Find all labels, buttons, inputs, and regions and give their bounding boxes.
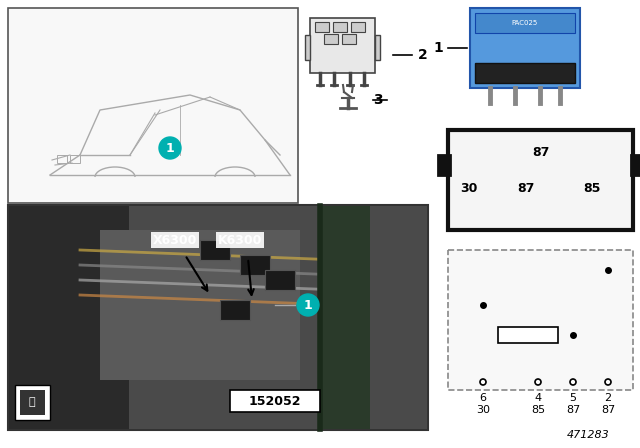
Text: 30: 30: [476, 405, 490, 415]
Text: 2: 2: [604, 393, 612, 403]
Text: ⬛: ⬛: [29, 397, 35, 407]
Bar: [351, 22, 365, 32]
Circle shape: [480, 379, 486, 385]
Bar: [8, 8, 298, 203]
Text: 4: 4: [534, 393, 541, 403]
Text: 471283: 471283: [567, 430, 610, 440]
Text: 30: 30: [460, 181, 477, 194]
Text: 3: 3: [373, 93, 383, 107]
Bar: [320, 206, 370, 429]
Text: 1: 1: [303, 298, 312, 311]
Bar: [200, 240, 230, 260]
Bar: [305, 35, 310, 60]
Bar: [315, 22, 329, 32]
Text: K6300: K6300: [218, 233, 262, 246]
Bar: [230, 390, 320, 412]
Bar: [375, 35, 380, 60]
Text: 6: 6: [479, 393, 486, 403]
Bar: [240, 255, 270, 275]
Bar: [631, 155, 640, 175]
Circle shape: [570, 379, 576, 385]
Text: X6300: X6300: [153, 233, 197, 246]
Bar: [265, 270, 295, 290]
Text: 87: 87: [601, 405, 615, 415]
Bar: [15, 385, 50, 420]
Bar: [57, 155, 67, 163]
Text: 85: 85: [531, 405, 545, 415]
Bar: [438, 155, 450, 175]
Text: 87: 87: [517, 181, 534, 194]
Text: 87: 87: [532, 146, 549, 159]
Text: 2: 2: [418, 48, 428, 62]
Bar: [324, 34, 338, 44]
Bar: [333, 22, 347, 32]
Bar: [9, 206, 129, 429]
Bar: [20, 390, 45, 415]
Bar: [448, 250, 633, 390]
Text: 1: 1: [166, 142, 174, 155]
Bar: [342, 34, 356, 44]
Bar: [475, 13, 575, 33]
Text: 87: 87: [566, 405, 580, 415]
Text: 5: 5: [570, 393, 577, 403]
Text: 152052: 152052: [249, 395, 301, 408]
Bar: [475, 63, 575, 83]
Bar: [8, 205, 428, 430]
Bar: [448, 130, 633, 230]
Bar: [70, 155, 80, 163]
Text: PAC025: PAC025: [512, 20, 538, 26]
Text: 85: 85: [584, 181, 601, 194]
Bar: [220, 300, 250, 320]
Circle shape: [297, 294, 319, 316]
Bar: [498, 327, 558, 343]
Bar: [9, 206, 427, 429]
Circle shape: [605, 379, 611, 385]
Bar: [470, 8, 580, 88]
Bar: [100, 230, 300, 380]
Bar: [310, 18, 375, 73]
Circle shape: [159, 137, 181, 159]
Text: 1: 1: [433, 41, 443, 55]
Circle shape: [535, 379, 541, 385]
